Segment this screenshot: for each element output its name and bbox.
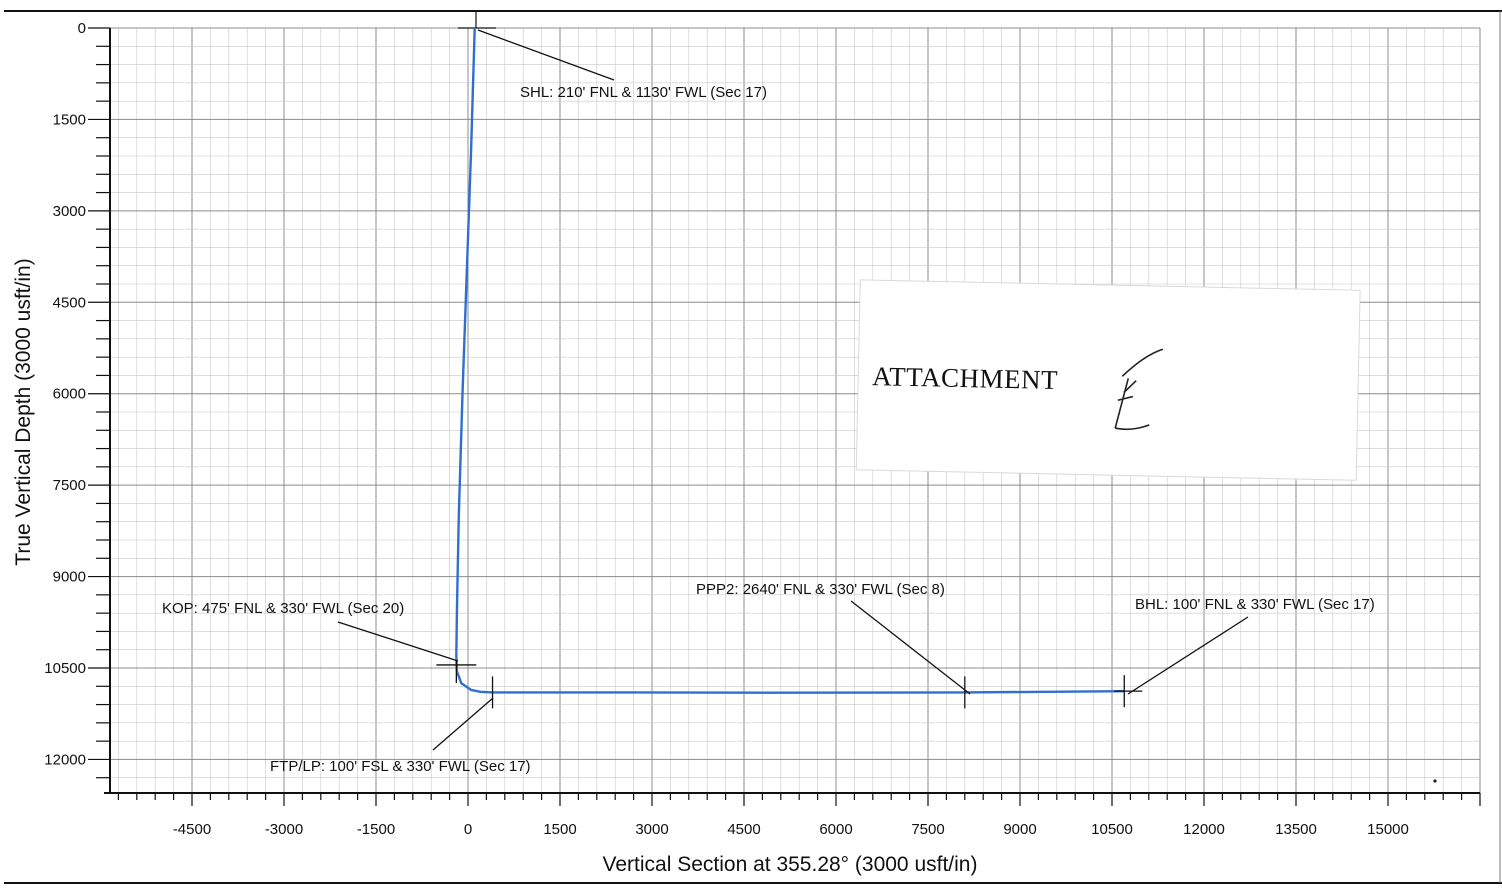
x-axis-ticks: -4500 -3000 -1500 0 1500 3000 4500 6000 7500 9000… [117, 793, 1481, 838]
y-axis-ticks: 0 1500 3000 4500 6000 7500 9000 10500 12000 [44, 20, 110, 779]
axes [4, 10, 1502, 884]
series-layer [455, 27, 1125, 694]
handwritten-mark [1114, 348, 1164, 430]
y-tick-label: 12000 [44, 751, 86, 768]
speck [1433, 779, 1437, 783]
stamp-paper [855, 279, 1361, 481]
y-tick-label: 6000 [53, 386, 86, 403]
y-tick-label: 3000 [53, 203, 86, 220]
x-tick-label: 3000 [635, 821, 668, 838]
y-tick-label: 10500 [44, 660, 86, 677]
x-tick-label: 0 [464, 821, 472, 838]
x-tick-label: 15000 [1367, 821, 1409, 838]
well-path-line [455, 27, 1125, 694]
x-tick-label: 1500 [543, 821, 576, 838]
x-tick-label: -1500 [357, 821, 395, 838]
annotation-leader [477, 29, 615, 81]
annotation-label: SHL: 210' FNL & 1130' FWL (Sec 17) [520, 84, 767, 101]
annotation-leader [432, 697, 494, 751]
x-tick-label: 4500 [727, 821, 760, 838]
annotation-label: PPP2: 2640' FNL & 330' FWL (Sec 8) [696, 581, 945, 598]
x-tick-label: 6000 [819, 821, 852, 838]
y-tick-label: 7500 [53, 477, 86, 494]
y-axis-title: True Vertical Depth (3000 usft/in) [12, 258, 35, 565]
x-tick-label: 7500 [911, 821, 944, 838]
x-axis-title: Vertical Section at 355.28° (3000 usft/i… [603, 853, 978, 876]
marker-layer [436, 660, 1143, 709]
x-tick-label: 10500 [1091, 821, 1133, 838]
y-tick-label: 0 [78, 20, 86, 37]
y-tick-label: 9000 [53, 569, 86, 586]
annotation-leader [337, 621, 459, 662]
y-tick-label: 4500 [53, 294, 86, 311]
x-tick-label: -3000 [265, 821, 303, 838]
x-tick-label: 12000 [1183, 821, 1225, 838]
annotation-label: BHL: 100' FNL & 330' FWL (Sec 17) [1135, 596, 1375, 613]
y-tick-label: 1500 [53, 111, 86, 128]
annotation-label: KOP: 475' FNL & 330' FWL (Sec 20) [162, 600, 404, 617]
annotation-leader [850, 600, 971, 695]
stamp-label: ATTACHMENT [872, 361, 1058, 395]
x-tick-label: -4500 [173, 821, 211, 838]
x-tick-label: 13500 [1275, 821, 1317, 838]
x-tick-label: 9000 [1003, 821, 1036, 838]
annotation-leader [1127, 616, 1249, 695]
annotation-layer: SHL: 210' FNL & 1130' FWL (Sec 17) KOP: 4… [162, 29, 1375, 775]
annotation-label: FTP/LP: 100' FSL & 330' FWL (Sec 17) [270, 758, 531, 775]
attachment-stamp: ATTACHMENT [855, 279, 1361, 481]
